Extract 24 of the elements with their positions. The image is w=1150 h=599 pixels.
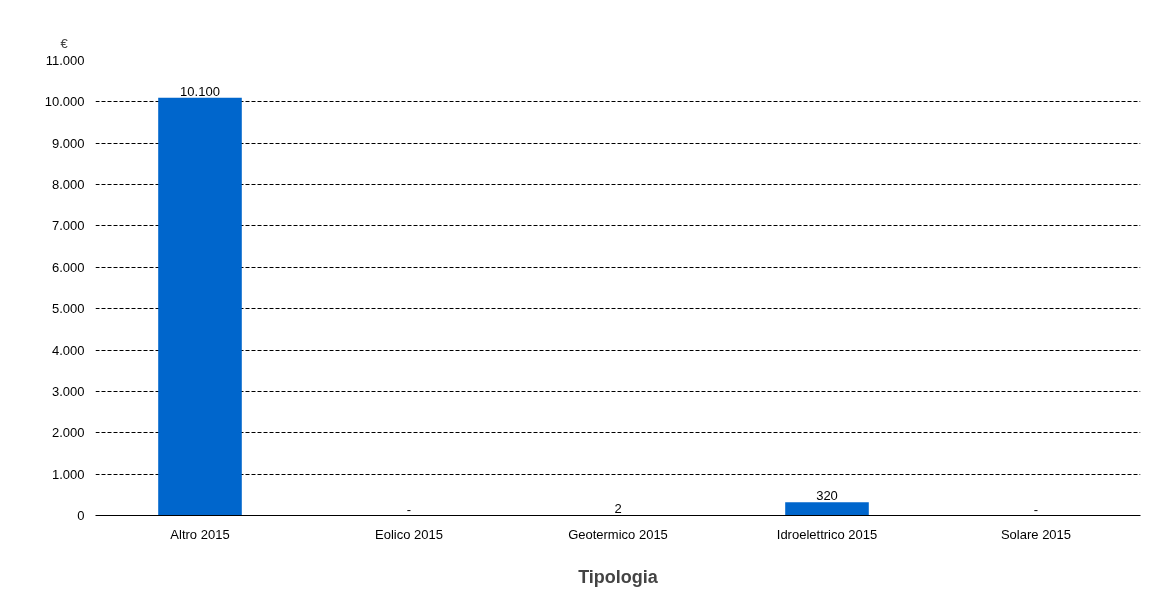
data-label: -: [406, 501, 412, 517]
y-tick-label: 0: [77, 508, 85, 523]
x-tick-label: Solare 2015: [1000, 526, 1072, 542]
x-tick-label: Eolico 2015: [375, 526, 443, 542]
x-tick-label: Altro 2015: [170, 526, 230, 542]
y-tick-label: 10.000: [44, 94, 85, 110]
y-axis-title: €: [60, 35, 69, 51]
data-label: 10.100: [180, 83, 220, 99]
data-label: 320: [816, 488, 838, 504]
y-tick-label: 7.000: [51, 218, 85, 234]
x-axis-title: Tipologia: [578, 566, 659, 587]
y-tick-label: 1.000: [51, 466, 85, 482]
y-tick-label: 3.000: [51, 383, 85, 399]
y-tick-label: 5.000: [51, 301, 85, 317]
y-tick-label: 9.000: [51, 135, 85, 151]
y-tick-label: 6.000: [51, 259, 85, 275]
x-tick-label: Idroelettrico 2015: [776, 526, 878, 542]
data-label: -: [1033, 501, 1039, 517]
y-tick-label: 11.000: [45, 53, 85, 68]
data-label: 2: [614, 501, 622, 517]
y-tick-label: 2.000: [51, 425, 85, 441]
y-tick-label: 8.000: [51, 177, 85, 193]
x-tick-label: Geotermico 2015: [568, 526, 668, 542]
y-tick-label: 4.000: [51, 342, 85, 358]
